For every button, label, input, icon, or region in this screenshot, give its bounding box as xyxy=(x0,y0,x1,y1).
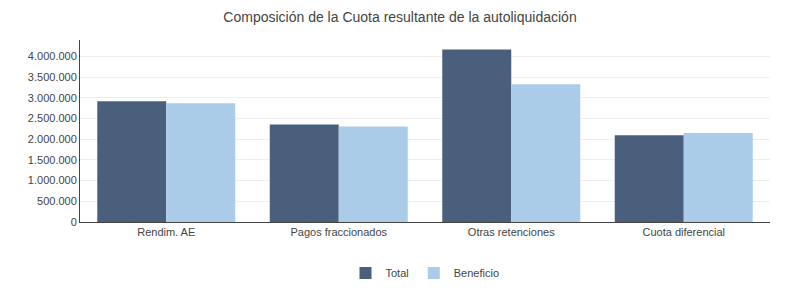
svg-text:2.000.000: 2.000.000 xyxy=(28,133,77,145)
svg-text:4.000.000: 4.000.000 xyxy=(28,50,77,62)
svg-text:1.000.000: 1.000.000 xyxy=(28,174,77,186)
svg-text:3.500.000: 3.500.000 xyxy=(28,71,77,83)
svg-text:Composición de la Cuota result: Composición de la Cuota resultante de la… xyxy=(223,9,576,25)
svg-text:3.000.000: 3.000.000 xyxy=(28,92,77,104)
svg-text:Otras retenciones: Otras retenciones xyxy=(468,226,555,238)
svg-text:Rendim. AE: Rendim. AE xyxy=(137,226,195,238)
svg-text:2.500.000: 2.500.000 xyxy=(28,112,77,124)
svg-text:Beneficio: Beneficio xyxy=(454,267,499,279)
svg-text:500.000: 500.000 xyxy=(37,195,77,207)
svg-text:Pagos fraccionados: Pagos fraccionados xyxy=(290,226,387,238)
svg-text:Cuota diferencial: Cuota diferencial xyxy=(642,226,725,238)
svg-text:Total: Total xyxy=(386,267,409,279)
svg-text:0: 0 xyxy=(71,216,77,228)
svg-text:1.500.000: 1.500.000 xyxy=(28,154,77,166)
